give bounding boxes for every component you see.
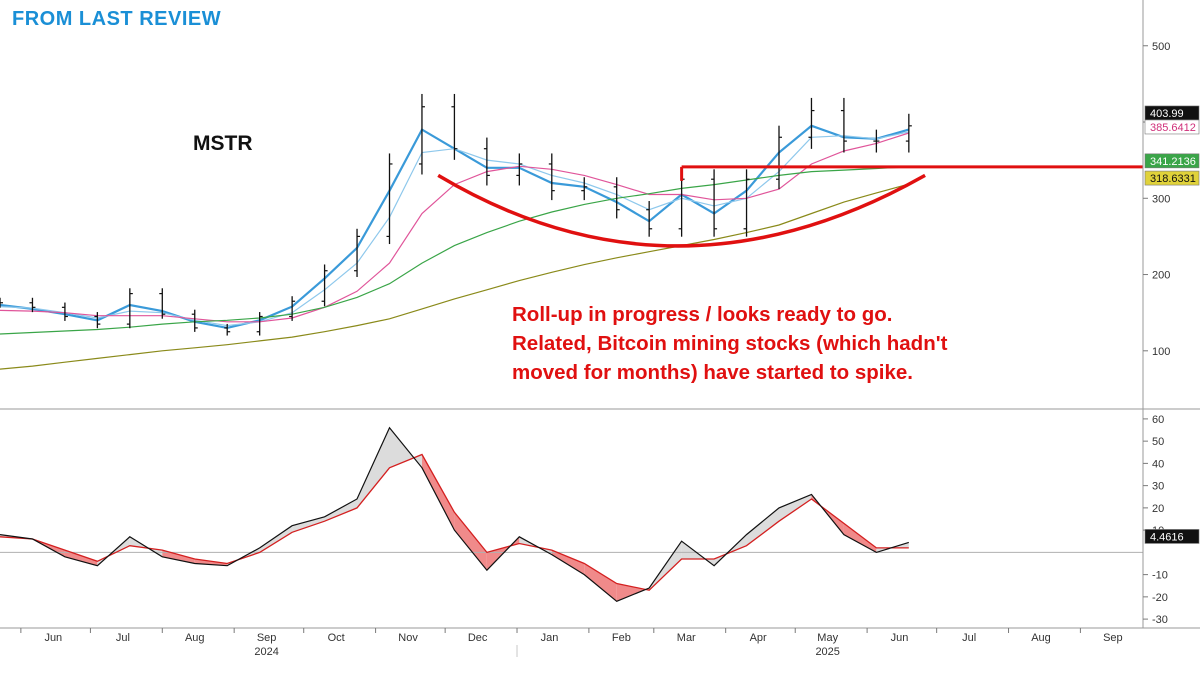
oscillator-band — [551, 550, 585, 575]
x-tick-label: Sep — [257, 632, 277, 644]
oscillator-band — [357, 427, 390, 508]
x-tick-label: Aug — [185, 632, 205, 644]
osc-y-tick-label: 20 — [1152, 503, 1164, 515]
osc-y-tick-label: 30 — [1152, 481, 1164, 493]
x-tick-label: Apr — [750, 632, 767, 644]
oscillator-band — [162, 550, 195, 564]
x-tick-label: Jan — [541, 632, 559, 644]
header-label: FROM LAST REVIEW — [12, 8, 222, 30]
oscillator-band — [259, 525, 293, 553]
ma-line — [0, 183, 909, 370]
osc-y-tick-label: 60 — [1152, 414, 1164, 426]
oscillator-band — [454, 512, 487, 571]
price-y-tick-label: 200 — [1152, 270, 1170, 282]
x-tick-label: Aug — [1031, 632, 1051, 644]
last-value-label: 4.4616 — [1150, 531, 1184, 543]
x-tick-label: Mar — [677, 632, 696, 644]
last-value-badge — [1144, 170, 1200, 186]
annotation-line: moved for months) have started to spike. — [512, 361, 913, 384]
oscillator-band — [324, 498, 358, 522]
price-y-tick-label: 300 — [1152, 193, 1170, 205]
cup-arc — [437, 173, 926, 248]
x-tick-label: Oct — [328, 632, 345, 644]
ma-line — [0, 166, 909, 335]
x-tick-label: Jun — [44, 632, 62, 644]
osc-y-tick-label: -20 — [1152, 592, 1168, 604]
last-value-label: 318.6331 — [1150, 173, 1196, 185]
ticker-label: MSTR — [193, 132, 253, 155]
last-value-label: 403.99 — [1150, 108, 1184, 120]
oscillator-band — [616, 583, 650, 602]
last-value-label: 385.6412 — [1150, 122, 1196, 134]
x-tick-label: Jul — [962, 632, 976, 644]
oscillator-band — [746, 507, 780, 546]
last-value-label: 341.2136 — [1150, 156, 1196, 168]
x-year-label: 2025 — [815, 646, 839, 658]
price-panel — [0, 93, 1143, 370]
oscillator-line — [0, 426, 909, 602]
annotation-line: Roll-up in progress / looks ready to go. — [512, 303, 893, 326]
oscillator-band — [843, 523, 877, 553]
oscillator-band — [779, 494, 812, 522]
oscillator-panel — [0, 426, 1143, 602]
last-value-badge — [1144, 529, 1200, 544]
osc-y-tick-label: 50 — [1152, 436, 1164, 448]
price-y-tick-label: 100 — [1152, 346, 1170, 358]
signal-line — [0, 453, 909, 591]
osc-y-tick-label: 40 — [1152, 458, 1164, 470]
last-value-badge — [1144, 119, 1200, 135]
x-year-label: 2024 — [254, 646, 278, 658]
oscillator-band — [584, 563, 617, 602]
x-tick-label: Sep — [1103, 632, 1123, 644]
annotation-text: Roll-up in progress / looks ready to go.… — [512, 300, 947, 387]
osc-y-tick-label: -10 — [1152, 570, 1168, 582]
axes: 100200300400500-30-20-10102030405060403.… — [0, 0, 1200, 658]
x-tick-label: May — [817, 632, 838, 644]
x-tick-label: Jul — [116, 632, 130, 644]
x-tick-label: Jun — [891, 632, 909, 644]
x-tick-label: Nov — [398, 632, 418, 644]
price-y-tick-label: 500 — [1152, 41, 1170, 53]
osc-y-tick-label: -30 — [1152, 614, 1168, 626]
oscillator-band — [64, 550, 98, 566]
oscillator-band — [292, 516, 325, 533]
oscillator-band — [421, 454, 455, 531]
x-tick-label: Dec — [468, 632, 488, 644]
x-tick-label: Feb — [612, 632, 631, 644]
annotation-line: Related, Bitcoin mining stocks (which ha… — [512, 332, 948, 355]
last-value-badge — [1144, 153, 1200, 169]
